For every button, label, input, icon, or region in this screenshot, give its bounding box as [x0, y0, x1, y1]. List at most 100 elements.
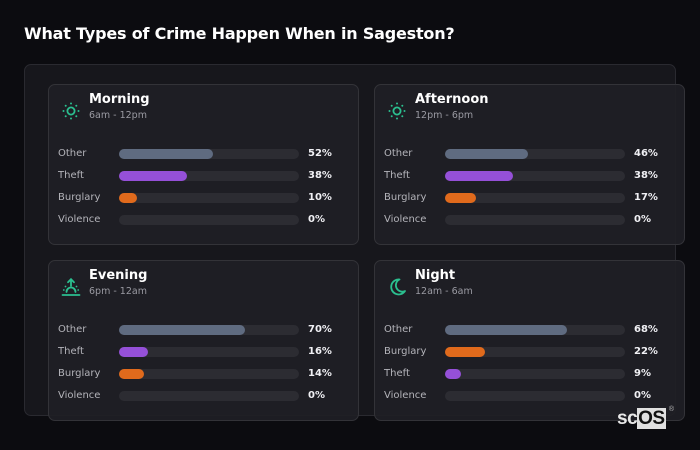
bar-row: Other 68%	[384, 323, 684, 345]
percent-value: 9%	[634, 368, 651, 379]
crime-label: Theft	[58, 346, 84, 357]
bar-track	[119, 391, 299, 401]
moon-icon	[387, 277, 407, 297]
bar-track	[119, 149, 299, 159]
bar-row: Burglary 17%	[384, 191, 684, 213]
crime-label: Theft	[384, 170, 410, 181]
bar-list: Other 70% Theft 16% Burglary 14% Violenc…	[58, 323, 358, 411]
percent-value: 38%	[634, 170, 658, 181]
percent-value: 17%	[634, 192, 658, 203]
percent-value: 14%	[308, 368, 332, 379]
crime-label: Violence	[58, 214, 101, 225]
bar-row: Other 52%	[58, 147, 358, 169]
card-night: Night 12am - 6am Other 68% Burglary 22% T…	[374, 260, 685, 421]
bar-track	[119, 369, 299, 379]
bar-row: Other 46%	[384, 147, 684, 169]
bar-track	[445, 391, 625, 401]
bar-row: Burglary 22%	[384, 345, 684, 367]
card-morning: Morning 6am - 12pm Other 52% Theft 38% Bu…	[48, 84, 359, 245]
crime-label: Violence	[384, 214, 427, 225]
logo-os: OS	[637, 408, 666, 429]
bar-fill	[119, 325, 245, 335]
crime-label: Burglary	[384, 346, 427, 357]
bar-fill	[445, 369, 462, 379]
percent-value: 68%	[634, 324, 658, 335]
bar-fill	[119, 193, 137, 203]
bar-row: Violence 0%	[58, 213, 358, 235]
bar-row: Burglary 10%	[58, 191, 358, 213]
page-title: What Types of Crime Happen When in Sages…	[24, 24, 455, 43]
bar-fill	[445, 347, 485, 357]
time-range: 6am - 12pm	[89, 110, 147, 121]
percent-value: 52%	[308, 148, 332, 159]
percent-value: 38%	[308, 170, 332, 181]
percent-value: 70%	[308, 324, 332, 335]
card-title: Evening	[89, 268, 148, 283]
bar-track	[445, 325, 625, 335]
crime-label: Other	[384, 148, 413, 159]
bar-track	[445, 171, 625, 181]
bar-track	[445, 347, 625, 357]
sun-icon	[387, 101, 407, 121]
bar-track	[119, 215, 299, 225]
crime-label: Burglary	[58, 368, 101, 379]
crime-label: Violence	[384, 390, 427, 401]
percent-value: 0%	[308, 390, 325, 401]
bar-row: Violence 0%	[384, 389, 684, 411]
bar-fill	[119, 149, 213, 159]
crime-label: Violence	[58, 390, 101, 401]
logo-sc: sc	[617, 408, 638, 429]
card-title: Afternoon	[415, 92, 489, 107]
bar-fill	[445, 193, 476, 203]
percent-value: 0%	[634, 390, 651, 401]
sun-icon	[61, 101, 81, 121]
card-title: Night	[415, 268, 456, 283]
bar-track	[445, 193, 625, 203]
crime-label: Theft	[58, 170, 84, 181]
card-afternoon: Afternoon 12pm - 6pm Other 46% Theft 38% …	[374, 84, 685, 245]
bar-row: Theft 38%	[58, 169, 358, 191]
percent-value: 46%	[634, 148, 658, 159]
crime-label: Burglary	[58, 192, 101, 203]
bar-fill	[119, 369, 145, 379]
bar-fill	[119, 347, 148, 357]
bar-fill	[445, 171, 514, 181]
bar-row: Other 70%	[58, 323, 358, 345]
bar-row: Violence 0%	[384, 213, 684, 235]
bar-row: Theft 9%	[384, 367, 684, 389]
time-range: 12pm - 6pm	[415, 110, 474, 121]
time-range: 12am - 6am	[415, 286, 473, 297]
bar-row: Violence 0%	[58, 389, 358, 411]
card-evening: Evening 6pm - 12am Other 70% Theft 16% Bu…	[48, 260, 359, 421]
percent-value: 22%	[634, 346, 658, 357]
bar-row: Theft 16%	[58, 345, 358, 367]
bar-fill	[445, 149, 528, 159]
crime-label: Other	[58, 148, 87, 159]
percent-value: 10%	[308, 192, 332, 203]
percent-value: 0%	[634, 214, 651, 225]
percent-value: 16%	[308, 346, 332, 357]
bar-fill	[119, 171, 188, 181]
bar-row: Theft 38%	[384, 169, 684, 191]
crime-label: Theft	[384, 368, 410, 379]
bar-track	[119, 347, 299, 357]
crime-label: Other	[384, 324, 413, 335]
crime-label: Burglary	[384, 192, 427, 203]
bar-track	[119, 325, 299, 335]
registered-mark: ®	[668, 406, 674, 413]
bar-list: Other 68% Burglary 22% Theft 9% Violence…	[384, 323, 684, 411]
card-title: Morning	[89, 92, 150, 107]
bar-list: Other 52% Theft 38% Burglary 10% Violenc…	[58, 147, 358, 235]
bar-track	[119, 171, 299, 181]
bar-list: Other 46% Theft 38% Burglary 17% Violenc…	[384, 147, 684, 235]
percent-value: 0%	[308, 214, 325, 225]
time-range: 6pm - 12am	[89, 286, 147, 297]
bar-fill	[445, 325, 568, 335]
bar-track	[445, 215, 625, 225]
sunset-icon	[61, 277, 81, 297]
crime-label: Other	[58, 324, 87, 335]
bar-track	[119, 193, 299, 203]
bar-track	[445, 369, 625, 379]
bar-row: Burglary 14%	[58, 367, 358, 389]
bar-track	[445, 149, 625, 159]
